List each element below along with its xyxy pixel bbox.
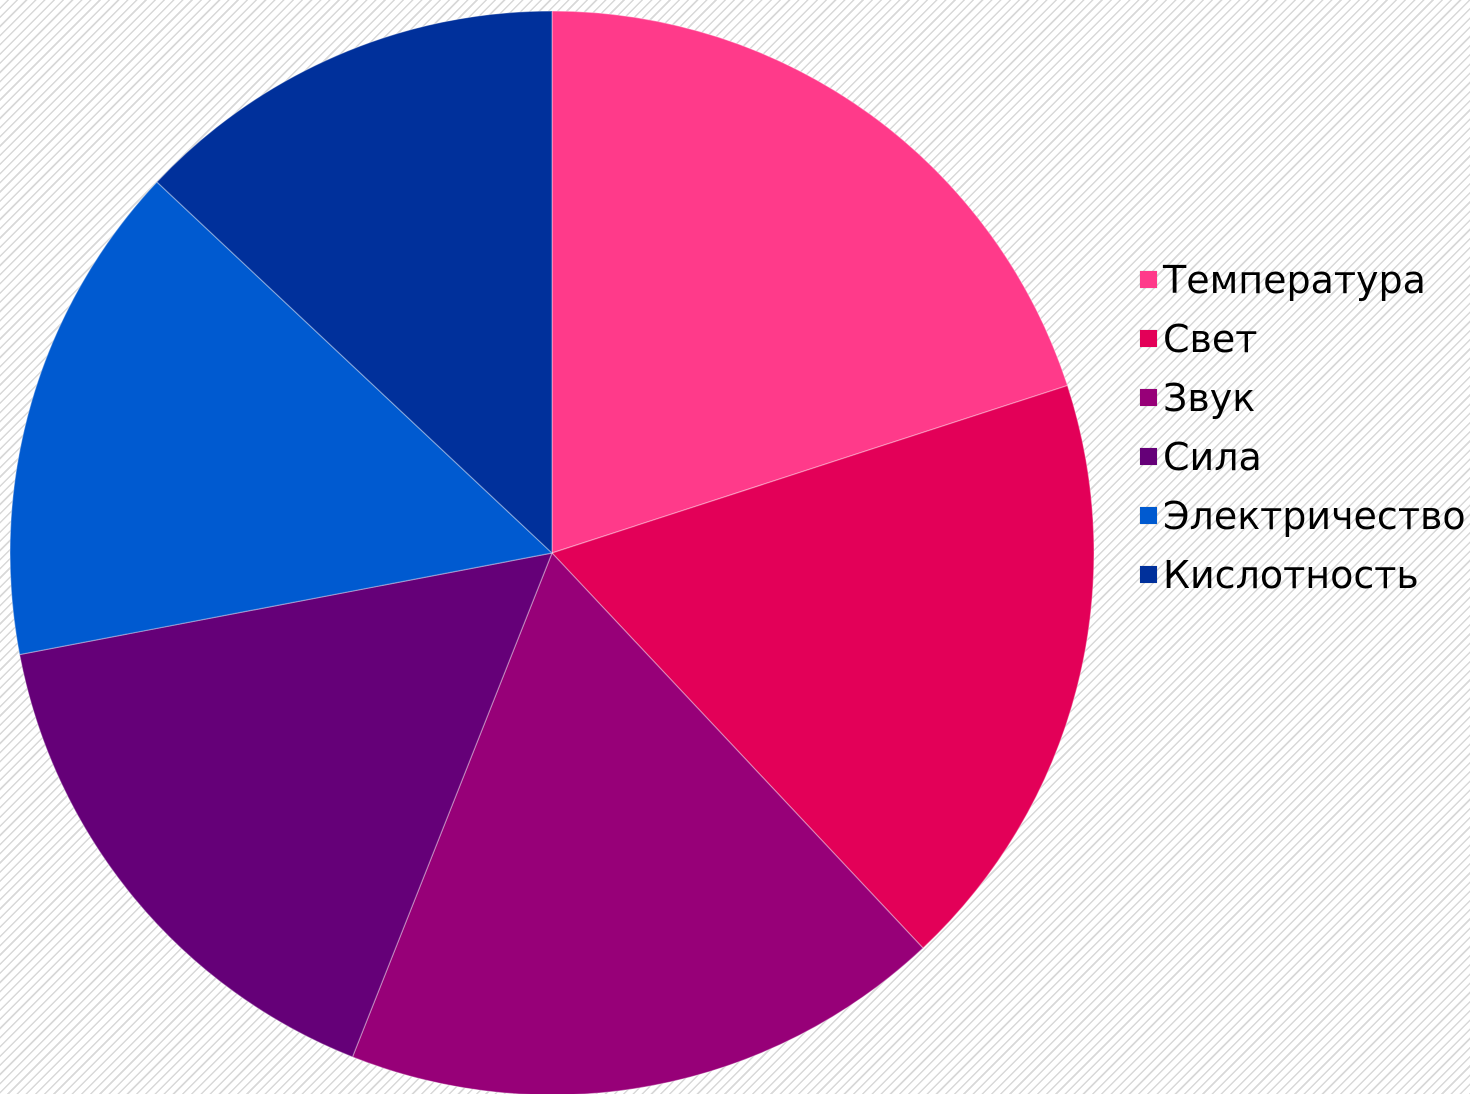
pie-slice [551, 10, 1069, 554]
legend-label: Сила [1163, 434, 1262, 479]
pie-slice [550, 384, 1095, 949]
pie-slice [18, 552, 553, 1058]
legend-item: Свет [1140, 309, 1466, 368]
legend-item: Звук [1140, 368, 1466, 427]
legend-label: Температура [1163, 257, 1426, 302]
legend-label: Звук [1163, 375, 1256, 420]
chart-legend: Температура Свет Звук Сила Электричество… [1140, 250, 1466, 604]
legend-item: Сила [1140, 427, 1466, 486]
legend-swatch [1140, 448, 1157, 465]
legend-item: Электричество [1140, 486, 1466, 545]
legend-swatch [1140, 507, 1157, 524]
legend-swatch [1140, 330, 1157, 347]
legend-item: Температура [1140, 250, 1466, 309]
pie-slice [351, 551, 924, 1094]
pie-slices [9, 10, 1095, 1094]
legend-swatch [1140, 389, 1157, 406]
legend-label: Электричество [1163, 493, 1466, 538]
pie-slice [156, 10, 553, 555]
legend-swatch [1140, 566, 1157, 583]
legend-item: Кислотность [1140, 545, 1466, 604]
pie-slice [9, 181, 554, 656]
legend-label: Кислотность [1163, 552, 1419, 597]
legend-swatch [1140, 271, 1157, 288]
pie-chart [9, 10, 1095, 1094]
legend-label: Свет [1163, 316, 1258, 361]
